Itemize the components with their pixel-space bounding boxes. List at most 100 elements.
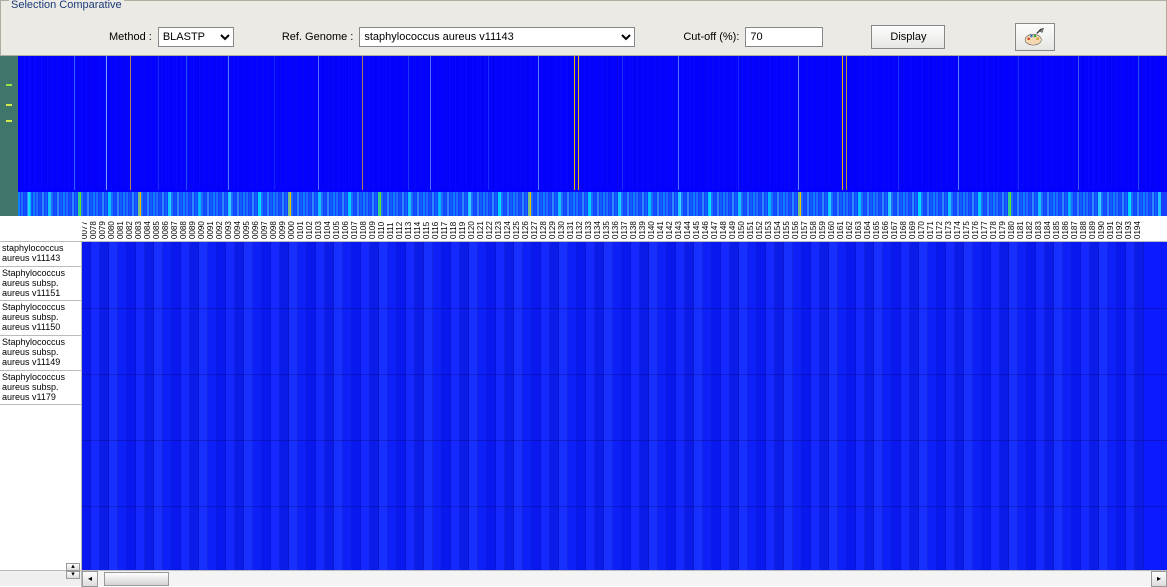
heatmap-column[interactable] bbox=[883, 242, 892, 570]
column-header[interactable]: 0000 bbox=[287, 221, 296, 239]
heatmap-column[interactable] bbox=[694, 242, 703, 570]
column-header[interactable]: 0094 bbox=[233, 221, 242, 239]
column-header[interactable]: 0078 bbox=[89, 221, 98, 239]
column-header[interactable]: 0148 bbox=[719, 221, 728, 239]
heatmap-column[interactable] bbox=[136, 242, 145, 570]
heatmap-grid[interactable] bbox=[82, 242, 1167, 570]
column-header[interactable]: 0193 bbox=[1124, 221, 1133, 239]
heatmap-column[interactable] bbox=[802, 242, 811, 570]
column-header[interactable]: 0172 bbox=[935, 221, 944, 239]
column-header[interactable]: 0119 bbox=[458, 222, 467, 239]
vscroll-up-button[interactable]: ▴ bbox=[66, 563, 80, 571]
heatmap-column[interactable] bbox=[892, 242, 901, 570]
heatmap-column[interactable] bbox=[541, 242, 550, 570]
column-header[interactable]: 0110 bbox=[377, 222, 386, 239]
heatmap-column[interactable] bbox=[352, 242, 361, 570]
heatmap-column[interactable] bbox=[406, 242, 415, 570]
column-header[interactable]: 0174 bbox=[953, 221, 962, 239]
heatmap-column[interactable] bbox=[325, 242, 334, 570]
column-header[interactable]: 0085 bbox=[152, 221, 161, 239]
heatmap-column[interactable] bbox=[910, 242, 919, 570]
heatmap-column[interactable] bbox=[280, 242, 289, 570]
column-header[interactable]: 0126 bbox=[521, 221, 530, 239]
column-header[interactable]: 0178 bbox=[989, 221, 998, 239]
column-header[interactable]: 0123 bbox=[494, 221, 503, 239]
column-header[interactable]: 0077 bbox=[82, 221, 89, 239]
column-header[interactable]: 0194 bbox=[1133, 221, 1142, 239]
heatmap-column[interactable] bbox=[91, 242, 100, 570]
heatmap-column[interactable] bbox=[514, 242, 523, 570]
heatmap-column[interactable] bbox=[217, 242, 226, 570]
heatmap-column[interactable] bbox=[712, 242, 721, 570]
column-header[interactable]: 0143 bbox=[674, 221, 683, 239]
column-header[interactable]: 0109 bbox=[368, 221, 377, 239]
column-header[interactable]: 0140 bbox=[647, 221, 656, 239]
column-header[interactable]: 0155 bbox=[782, 221, 791, 239]
heatmap-column[interactable] bbox=[424, 242, 433, 570]
heatmap-column[interactable] bbox=[784, 242, 793, 570]
hscroll-thumb[interactable] bbox=[104, 572, 169, 586]
heatmap-column[interactable] bbox=[838, 242, 847, 570]
column-header[interactable]: 0111 bbox=[386, 222, 395, 239]
column-header[interactable]: 0162 bbox=[845, 221, 854, 239]
heatmap-column[interactable] bbox=[379, 242, 388, 570]
column-header[interactable]: 0131 bbox=[566, 221, 575, 239]
column-header[interactable]: 0081 bbox=[116, 221, 125, 239]
column-header[interactable]: 0146 bbox=[701, 221, 710, 239]
heatmap-column[interactable] bbox=[730, 242, 739, 570]
heatmap-column[interactable] bbox=[757, 242, 766, 570]
heatmap-column[interactable] bbox=[487, 242, 496, 570]
column-header[interactable]: 0188 bbox=[1079, 221, 1088, 239]
column-header[interactable]: 0099 bbox=[278, 221, 287, 239]
heatmap-column[interactable] bbox=[721, 242, 730, 570]
cutoff-input[interactable] bbox=[745, 27, 823, 47]
column-header[interactable]: 0117 bbox=[440, 222, 449, 239]
heatmap-column[interactable] bbox=[334, 242, 343, 570]
heatmap-column[interactable] bbox=[937, 242, 946, 570]
heatmap-column[interactable] bbox=[361, 242, 370, 570]
heatmap-column[interactable] bbox=[658, 242, 667, 570]
column-header[interactable]: 0150 bbox=[737, 221, 746, 239]
column-header[interactable]: 0136 bbox=[611, 221, 620, 239]
column-header[interactable]: 0101 bbox=[296, 221, 305, 239]
column-header[interactable]: 0124 bbox=[503, 221, 512, 239]
heatmap-column[interactable] bbox=[298, 242, 307, 570]
column-header[interactable]: 0137 bbox=[620, 221, 629, 239]
column-header[interactable]: 0173 bbox=[944, 221, 953, 239]
column-header[interactable]: 0105 bbox=[332, 221, 341, 239]
heatmap-column[interactable] bbox=[1027, 242, 1036, 570]
hscroll-track[interactable]: ◂ ▸ bbox=[82, 571, 1167, 586]
column-header[interactable]: 0104 bbox=[323, 221, 332, 239]
column-header[interactable]: 0180 bbox=[1007, 221, 1016, 239]
column-header[interactable]: 0158 bbox=[809, 221, 818, 239]
column-header[interactable]: 0118 bbox=[449, 222, 458, 239]
column-header[interactable]: 0130 bbox=[557, 221, 566, 239]
column-header[interactable]: 0181 bbox=[1016, 221, 1025, 239]
column-header[interactable]: 0098 bbox=[269, 221, 278, 239]
heatmap-column[interactable] bbox=[829, 242, 838, 570]
heatmap-column[interactable] bbox=[271, 242, 280, 570]
column-header[interactable]: 0128 bbox=[539, 221, 548, 239]
heatmap-column[interactable] bbox=[1036, 242, 1045, 570]
column-header[interactable]: 0092 bbox=[215, 221, 224, 239]
heatmap-column[interactable] bbox=[460, 242, 469, 570]
column-header[interactable]: 0096 bbox=[251, 221, 260, 239]
heatmap-column[interactable] bbox=[307, 242, 316, 570]
heatmap-column[interactable] bbox=[154, 242, 163, 570]
heatmap-column[interactable] bbox=[856, 242, 865, 570]
column-header[interactable]: 0151 bbox=[746, 221, 755, 239]
heatmap-column[interactable] bbox=[874, 242, 883, 570]
column-header[interactable]: 0157 bbox=[800, 221, 809, 239]
column-header[interactable]: 0133 bbox=[584, 221, 593, 239]
column-header[interactable]: 0097 bbox=[260, 221, 269, 239]
column-header[interactable]: 0176 bbox=[971, 221, 980, 239]
heatmap-column[interactable] bbox=[928, 242, 937, 570]
method-select[interactable]: BLASTP bbox=[158, 27, 234, 47]
column-header[interactable]: 0141 bbox=[656, 221, 665, 239]
column-header[interactable]: 0144 bbox=[683, 221, 692, 239]
column-header[interactable]: 0164 bbox=[863, 221, 872, 239]
column-header[interactable]: 0187 bbox=[1070, 221, 1079, 239]
heatmap-column[interactable] bbox=[82, 242, 91, 570]
column-header[interactable]: 0115 bbox=[422, 222, 431, 239]
column-header[interactable]: 0186 bbox=[1061, 221, 1070, 239]
